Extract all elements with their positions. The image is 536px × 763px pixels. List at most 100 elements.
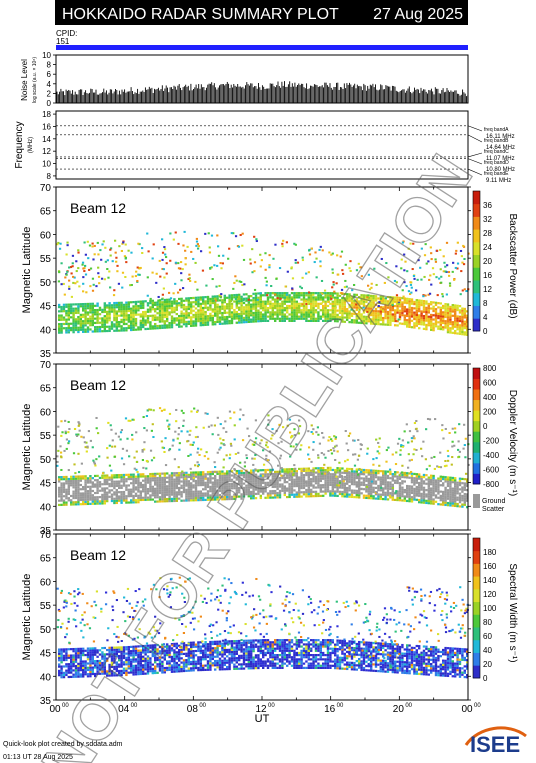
data-cell — [84, 313, 87, 316]
data-cell — [72, 490, 75, 493]
data-cell — [197, 477, 200, 480]
data-cell — [451, 487, 454, 490]
data-cell — [139, 496, 142, 499]
data-cell — [341, 486, 344, 489]
data-cell — [229, 300, 233, 303]
data-cell — [118, 480, 121, 483]
data-cell — [314, 302, 318, 305]
data-cell — [113, 239, 117, 242]
data-cell — [190, 297, 193, 300]
data-cell — [238, 489, 241, 492]
data-cell — [372, 303, 375, 306]
data-cell — [264, 475, 267, 478]
data-cell — [442, 326, 445, 329]
data-cell — [466, 478, 469, 481]
data-cell — [149, 299, 152, 303]
data-cell — [182, 480, 186, 483]
data-cell — [302, 484, 306, 487]
data-cell — [398, 494, 402, 498]
data-cell — [377, 497, 380, 500]
data-cell — [230, 487, 234, 490]
data-cell — [158, 472, 162, 475]
data-cell — [182, 478, 186, 481]
data-cell — [118, 499, 121, 502]
data-cell — [429, 246, 432, 249]
data-cell — [156, 318, 159, 321]
data-cell — [115, 306, 118, 309]
data-cell — [391, 302, 394, 305]
data-cell — [209, 473, 212, 476]
data-cell — [211, 314, 214, 317]
data-cell — [288, 317, 291, 320]
data-cell — [422, 304, 426, 307]
data-cell — [190, 309, 193, 313]
data-cell — [82, 303, 85, 306]
data-cell — [331, 490, 334, 493]
data-cell — [298, 292, 301, 295]
data-cell — [65, 309, 68, 313]
data-cell — [74, 490, 78, 493]
data-cell — [151, 492, 154, 495]
data-cell — [413, 322, 416, 325]
data-cell — [370, 307, 373, 310]
data-cell — [281, 292, 284, 295]
data-cell — [389, 485, 392, 488]
data-cell — [56, 243, 59, 246]
data-cell — [382, 491, 385, 494]
data-cell — [139, 328, 142, 331]
data-cell — [312, 315, 315, 318]
data-cell — [382, 493, 385, 496]
data-cell — [432, 489, 435, 492]
data-cell — [367, 494, 370, 498]
data-cell — [319, 477, 322, 480]
data-cell — [271, 304, 274, 308]
data-cell — [110, 478, 114, 481]
data-cell — [286, 309, 289, 312]
data-cell — [108, 317, 111, 320]
data-cell — [84, 320, 87, 323]
data-cell — [119, 438, 122, 441]
data-cell — [137, 486, 140, 489]
data-cell — [252, 469, 255, 472]
data-cell — [266, 309, 270, 312]
data-cell — [93, 244, 96, 247]
data-cell — [415, 289, 418, 292]
data-cell — [175, 306, 178, 309]
data-cell — [307, 478, 310, 481]
data-cell — [151, 299, 154, 302]
data-cell — [353, 489, 356, 492]
data-cell — [377, 310, 380, 313]
data-cell — [288, 483, 291, 486]
data-cell — [449, 476, 452, 479]
data-cell — [187, 299, 190, 302]
data-cell — [269, 481, 272, 484]
data-cell — [444, 486, 447, 489]
data-cell — [235, 310, 238, 314]
data-cell — [73, 276, 76, 279]
data-cell — [314, 490, 318, 493]
data-cell — [274, 492, 277, 495]
data-cell — [137, 273, 140, 276]
data-cell — [384, 483, 387, 486]
data-cell — [358, 467, 361, 470]
data-cell — [420, 321, 423, 324]
data-cell — [264, 292, 267, 295]
data-cell — [164, 464, 168, 467]
data-cell — [197, 302, 200, 306]
data-cell — [94, 328, 97, 331]
data-cell — [216, 479, 219, 482]
data-cell — [168, 324, 171, 327]
data-cell — [228, 296, 231, 299]
data-cell — [254, 488, 258, 491]
data-cell — [329, 473, 332, 476]
data-cell — [384, 302, 387, 305]
data-cell — [214, 492, 217, 495]
data-cell — [247, 310, 250, 313]
data-cell — [312, 313, 315, 316]
data-cell — [448, 274, 451, 277]
data-cell — [427, 324, 430, 327]
data-cell — [77, 477, 80, 480]
data-cell — [439, 310, 442, 314]
data-cell — [146, 475, 150, 478]
data-cell — [314, 319, 318, 322]
